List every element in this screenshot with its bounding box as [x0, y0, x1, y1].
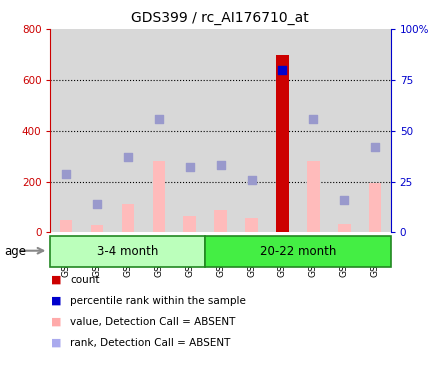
Bar	[143, 29, 174, 232]
Bar	[81, 29, 112, 232]
Point	[155, 116, 162, 122]
Point	[340, 197, 347, 203]
Text: ■: ■	[50, 296, 61, 306]
Point	[216, 163, 223, 168]
Point	[124, 154, 131, 160]
Text: rank, Detection Call = ABSENT: rank, Detection Call = ABSENT	[70, 337, 230, 348]
Point	[62, 171, 69, 176]
Text: count: count	[70, 275, 99, 285]
Bar	[121, 205, 134, 232]
Bar	[50, 236, 205, 267]
Text: ■: ■	[50, 275, 61, 285]
Bar	[297, 29, 328, 232]
Point	[186, 164, 193, 170]
Bar	[307, 161, 319, 232]
Text: ■: ■	[50, 337, 61, 348]
Text: value, Detection Call = ABSENT: value, Detection Call = ABSENT	[70, 317, 235, 327]
Bar	[205, 236, 390, 267]
Text: percentile rank within the sample: percentile rank within the sample	[70, 296, 246, 306]
Bar	[183, 216, 195, 232]
Bar	[50, 29, 81, 232]
Bar	[174, 29, 205, 232]
Bar	[245, 219, 257, 232]
Bar	[266, 29, 297, 232]
Point	[371, 144, 378, 150]
Bar	[359, 29, 390, 232]
Bar	[337, 224, 350, 232]
Bar	[60, 220, 72, 232]
Bar	[328, 29, 359, 232]
Bar	[91, 225, 103, 232]
Text: 3-4 month: 3-4 month	[97, 245, 158, 258]
Text: age: age	[4, 245, 26, 258]
Bar	[276, 55, 288, 232]
Point	[309, 116, 316, 122]
Bar	[112, 29, 143, 232]
Bar	[368, 183, 381, 232]
Text: ■: ■	[50, 317, 61, 327]
Bar	[236, 29, 266, 232]
Point	[93, 201, 100, 207]
Text: 20-22 month: 20-22 month	[259, 245, 336, 258]
Point	[247, 177, 254, 183]
Bar	[214, 210, 226, 232]
Point	[278, 67, 285, 73]
Bar	[152, 161, 165, 232]
Text: GDS399 / rc_AI176710_at: GDS399 / rc_AI176710_at	[131, 11, 307, 25]
Bar	[205, 29, 236, 232]
